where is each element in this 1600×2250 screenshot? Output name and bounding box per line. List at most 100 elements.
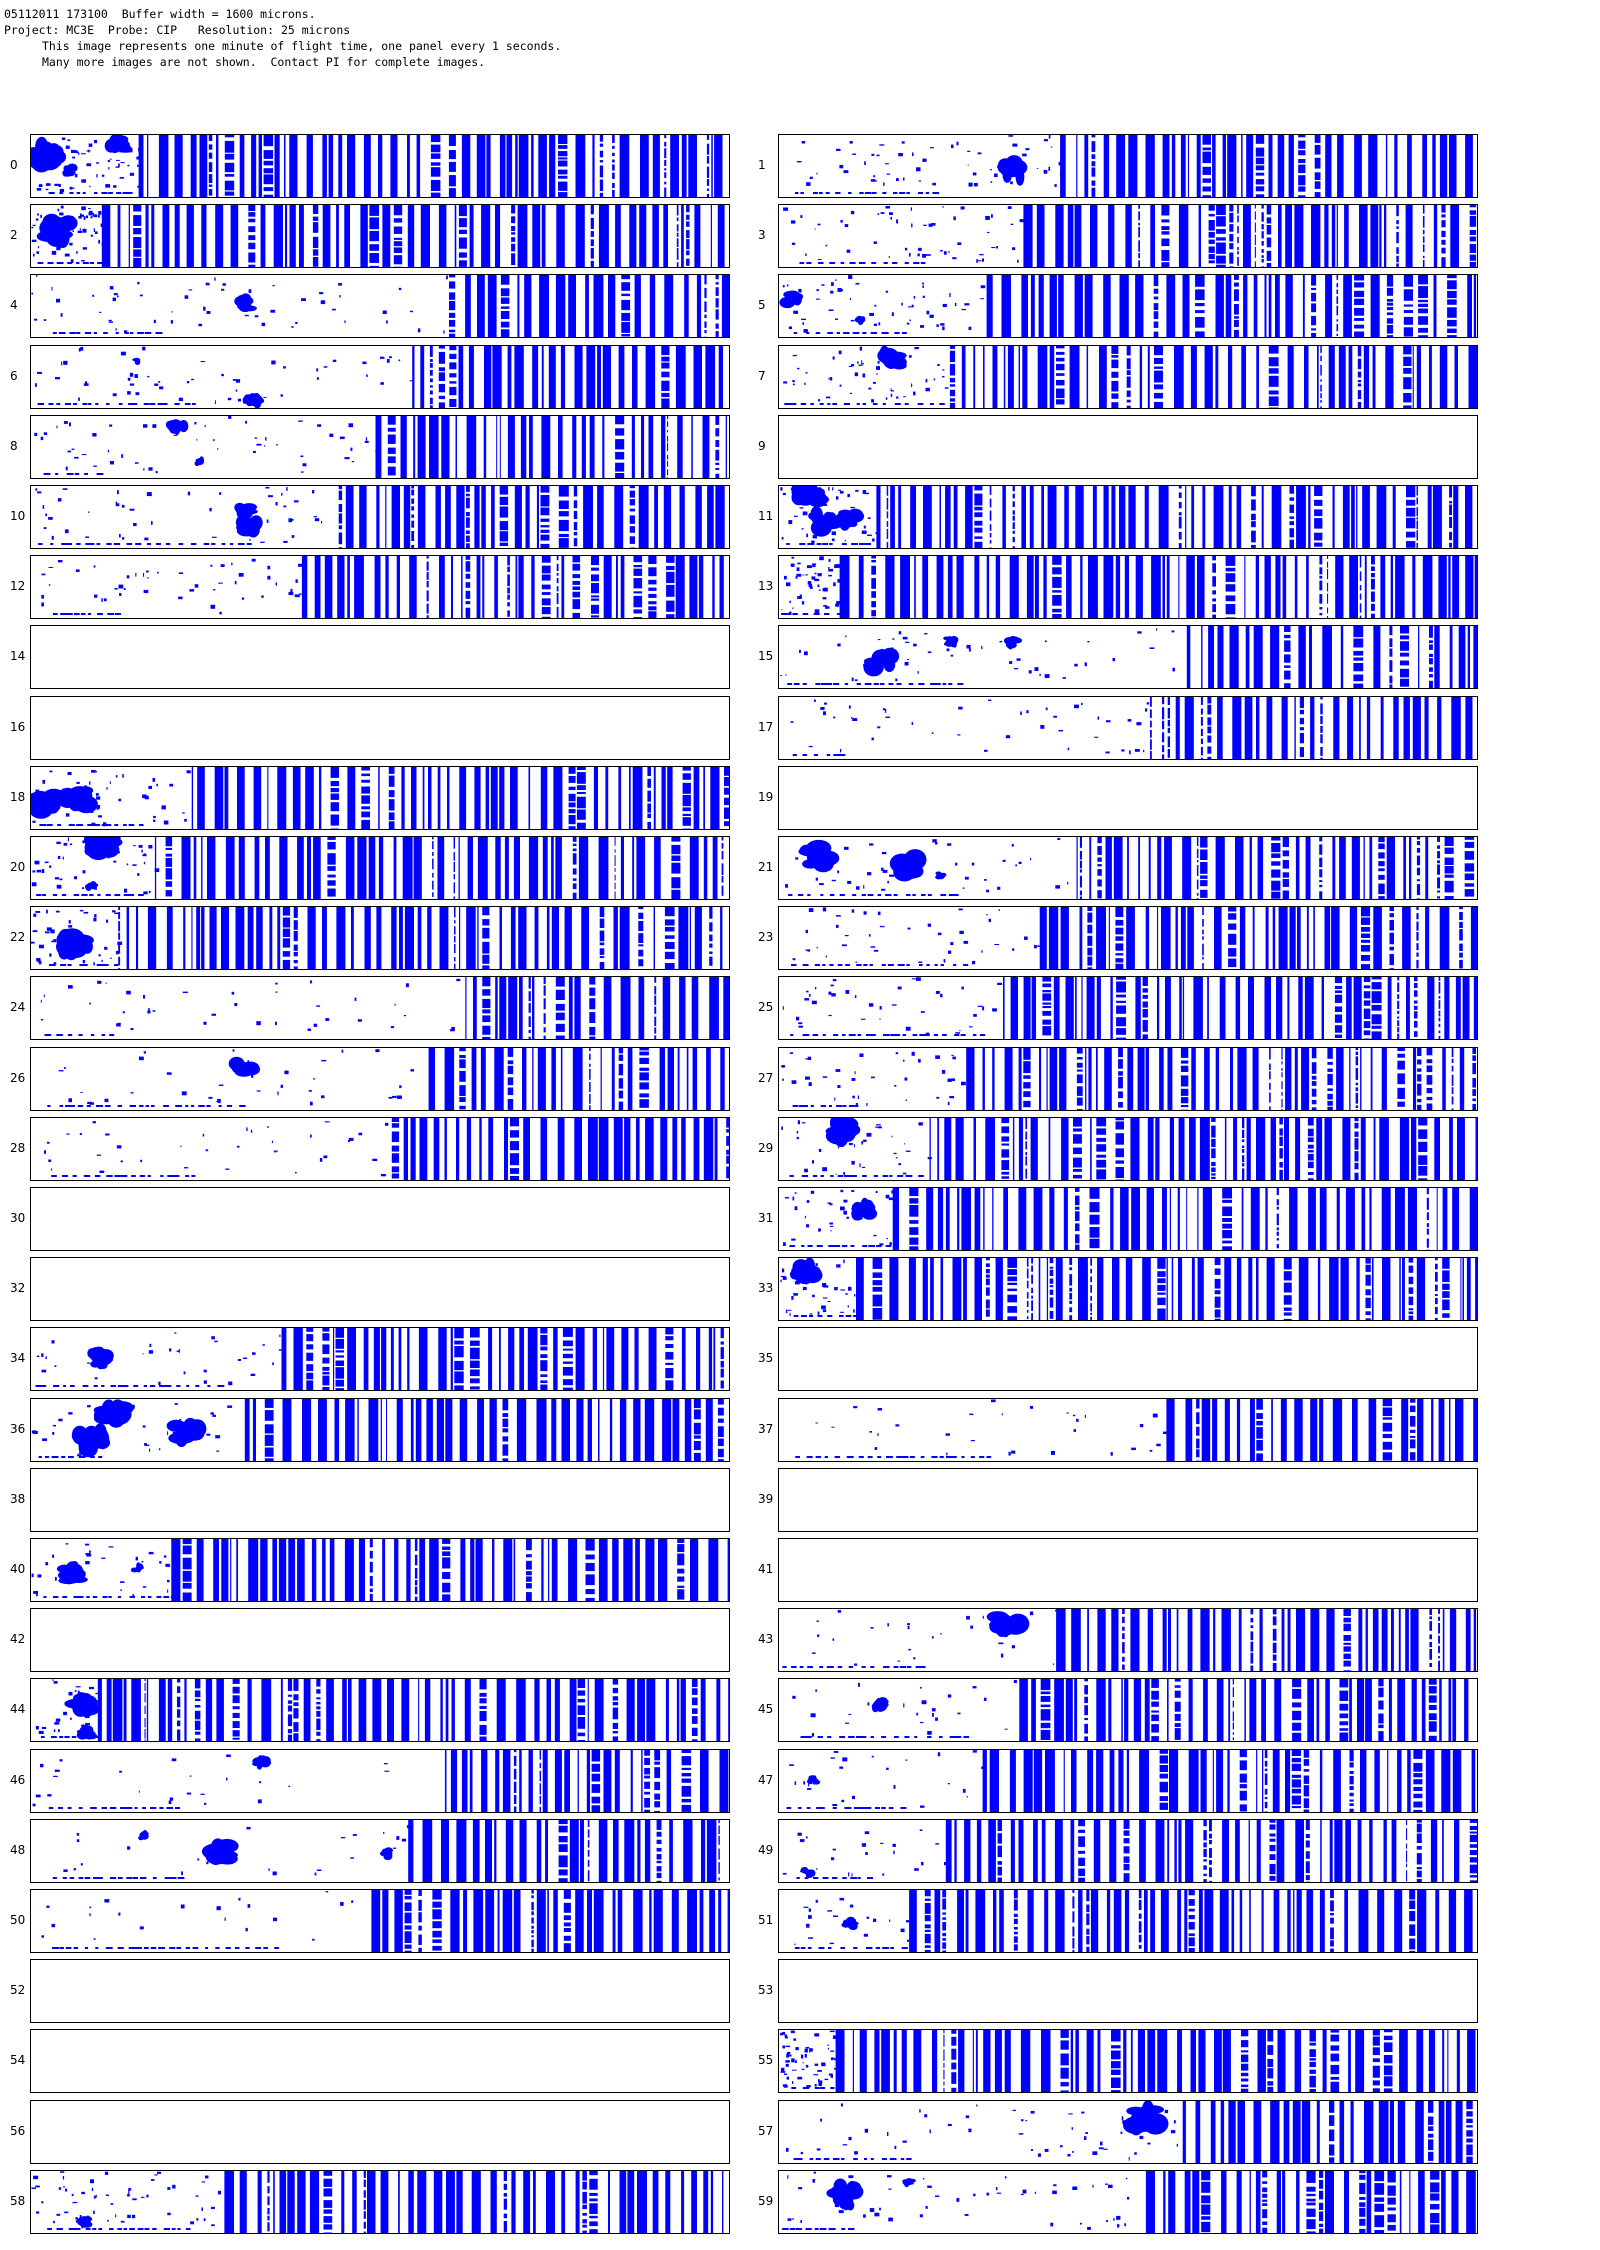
particle-segment: [615, 462, 625, 472]
timing-mark: [833, 683, 840, 686]
particle-stripe: [1412, 345, 1414, 408]
particle-segment: [454, 1328, 464, 1339]
particle-stripe: [602, 1328, 605, 1391]
particle-speck: [816, 947, 818, 949]
particle-segment: [585, 1554, 595, 1560]
particle-segment: [1319, 884, 1323, 888]
particle-speck: [903, 395, 906, 397]
particle-image: [34, 415, 727, 478]
particle-speck: [782, 1006, 784, 1011]
particle-segment: [1049, 1285, 1054, 1288]
particle-speck: [96, 162, 99, 164]
particle-speck: [801, 528, 804, 530]
particle-blob: [234, 502, 258, 519]
particle-stripe: [1427, 486, 1432, 548]
particle-speck: [56, 299, 61, 303]
particle-segment: [282, 960, 291, 970]
particle-segment: [1052, 577, 1062, 589]
particle-stripe: [357, 1398, 359, 1461]
particle-speck: [905, 1027, 911, 1032]
particle-segment: [511, 232, 516, 235]
particle-speck: [913, 296, 916, 300]
particle-speck: [89, 1550, 91, 1555]
particle-segment: [1042, 1006, 1052, 1009]
particle-stripe: [541, 1539, 544, 1601]
particle-stripe: [154, 837, 157, 899]
particle-speck: [791, 556, 795, 559]
particle-image-panel: [778, 976, 1478, 1041]
particle-segment: [1403, 304, 1413, 307]
particle-segment: [454, 920, 456, 924]
particle-segment: [429, 390, 433, 395]
particle-speck: [804, 1168, 808, 1173]
timing-mark: [60, 964, 67, 967]
particle-speck: [1129, 749, 1131, 754]
particle-stripe: [1406, 977, 1410, 1040]
timing-mark: [76, 543, 81, 545]
particle-segment: [449, 386, 457, 395]
particle-segment: [1284, 640, 1291, 653]
particle-image: [780, 486, 1473, 548]
particle-stripe: [445, 1398, 453, 1461]
timing-mark: [826, 1666, 834, 1669]
particle-speck: [446, 275, 448, 280]
particle-stripe: [336, 205, 339, 268]
particle-speck: [110, 957, 112, 959]
particle-segment: [720, 1380, 724, 1389]
particle-segment: [1403, 392, 1412, 402]
particle-stripe: [1368, 1398, 1377, 1461]
particle-stripe: [1179, 977, 1182, 1040]
particle-stripe: [667, 1047, 674, 1110]
particle-segment: [1116, 994, 1126, 998]
timing-mark: [926, 964, 930, 967]
timing-mark: [92, 1596, 98, 1598]
particle-stripe: [313, 837, 321, 899]
particle-speck: [848, 365, 853, 367]
panel-20: 20: [10, 836, 760, 902]
particle-stripe: [1398, 1609, 1401, 1672]
timing-mark: [885, 894, 892, 896]
particle-speck: [844, 539, 846, 542]
particle-speck: [815, 1422, 818, 1424]
particle-stripe: [1103, 486, 1109, 548]
particle-segment: [1126, 376, 1131, 388]
particle-segment: [1097, 864, 1102, 867]
particle-segment: [1251, 513, 1256, 521]
particle-speck: [36, 1593, 38, 1597]
particle-speck: [832, 979, 837, 982]
particle-stripe: [574, 977, 581, 1040]
timing-mark: [141, 1596, 146, 1598]
particle-segment: [615, 472, 625, 478]
particle-segment: [361, 786, 370, 794]
timing-mark: [792, 753, 797, 756]
particle-stripe: [196, 907, 201, 970]
particle-segment: [429, 378, 433, 382]
timing-mark: [829, 543, 833, 545]
particle-segment: [335, 1328, 344, 1339]
timing-mark: [70, 1104, 75, 1107]
particle-segment: [1334, 977, 1343, 984]
particle-segment: [1096, 1154, 1107, 1158]
particle-segment: [526, 1571, 532, 1576]
particle-segment: [985, 1263, 990, 1268]
particle-speck: [279, 1335, 281, 1338]
particle-segment: [507, 574, 510, 587]
particle-segment: [633, 596, 643, 608]
particle-image-panel: [30, 1397, 730, 1462]
particle-segment: [1435, 1258, 1438, 1261]
particle-speck: [806, 565, 812, 569]
particle-stripe: [1246, 1117, 1251, 1180]
particle-stripe: [1335, 556, 1344, 619]
particle-segment: [724, 766, 729, 776]
particle-stripe: [1436, 1188, 1438, 1250]
particle-speck: [951, 144, 954, 149]
particle-stripe: [1229, 626, 1239, 689]
particle-stripe: [435, 486, 441, 548]
particle-stripe: [1356, 486, 1358, 548]
timing-mark: [953, 894, 959, 896]
particle-segment: [1162, 731, 1165, 742]
particle-speck: [890, 387, 892, 391]
particle-stripe: [322, 1539, 326, 1601]
particle-segment: [1281, 1108, 1283, 1110]
particle-speck: [54, 877, 59, 880]
